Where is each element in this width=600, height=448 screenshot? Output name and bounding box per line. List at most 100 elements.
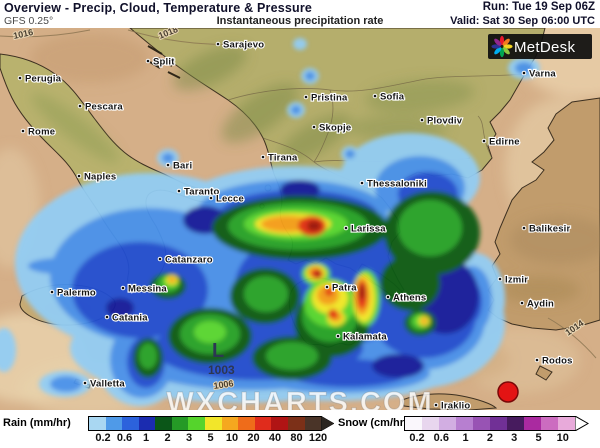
colorbar-cell bbox=[422, 417, 439, 430]
colorbar-cell bbox=[304, 417, 322, 430]
page-title: Overview - Precip, Cloud, Temperature & … bbox=[4, 1, 313, 15]
pinwheel-petal bbox=[494, 38, 502, 46]
scale-tick-value: 120 bbox=[308, 432, 328, 444]
city-marker-naples: Naples bbox=[76, 170, 117, 184]
colorbar-cell bbox=[155, 417, 172, 430]
city-dot bbox=[372, 93, 378, 99]
land-turkey bbox=[487, 97, 600, 331]
city-dot bbox=[335, 333, 341, 339]
snow-colorbar-arrow-icon bbox=[575, 416, 589, 431]
city-marker-varna: Varna bbox=[521, 67, 557, 81]
city-dot bbox=[104, 314, 110, 320]
city-label: Lecce bbox=[216, 194, 244, 205]
colorbar-cell bbox=[188, 417, 206, 430]
run-timestamp: Run: Tue 19 Sep 06Z bbox=[482, 1, 595, 13]
city-label: Athens bbox=[393, 293, 426, 304]
city-label: Thessaloniki bbox=[367, 179, 427, 190]
scale-tick-value: 10 bbox=[556, 432, 569, 444]
watermark: WXCHARTS.COM bbox=[166, 387, 433, 410]
colorbar-cell bbox=[171, 417, 189, 430]
city-marker-rodos: Rodos bbox=[534, 354, 573, 368]
city-dot bbox=[17, 75, 23, 81]
city-label: Varna bbox=[529, 69, 556, 80]
scale-tick-value: 0.6 bbox=[116, 432, 133, 444]
pinwheel-petal bbox=[499, 35, 505, 46]
rain-scale-values: 0.2 0.6 1 2 3 5 10 20 40 80 120 bbox=[88, 432, 328, 446]
city-dot bbox=[324, 284, 330, 290]
isobar-value-label: 1006 bbox=[213, 378, 234, 391]
city-label: Split bbox=[153, 57, 175, 68]
city-marker-patra: Patra bbox=[324, 281, 358, 295]
colorbar-cell bbox=[89, 417, 106, 430]
colorbar-cell bbox=[558, 417, 575, 430]
land-crete bbox=[401, 393, 498, 411]
city-dot bbox=[311, 124, 317, 130]
city-marker-aydin: Aydin bbox=[519, 297, 555, 311]
city-marker-thessaloniki: Thessaloniki bbox=[359, 177, 428, 191]
city-dot bbox=[481, 138, 487, 144]
city-label: Catania bbox=[112, 313, 148, 324]
city-label: Kalamata bbox=[343, 332, 387, 343]
scale-tick-value: 10 bbox=[225, 432, 239, 444]
metdesk-logo: MetDesk bbox=[488, 34, 592, 59]
city-marker-plovdiv: Plovdiv bbox=[419, 114, 464, 128]
city-marker-perugia: Perugia bbox=[17, 72, 63, 86]
colorbar-cell bbox=[205, 417, 222, 430]
pinwheel-petal bbox=[491, 44, 501, 49]
city-marker-sarajevo: Sarajevo bbox=[215, 38, 265, 52]
city-label: Rome bbox=[28, 127, 55, 138]
storm-position-dot bbox=[497, 381, 519, 403]
colorbar-cell bbox=[254, 417, 272, 430]
colorbar-cell bbox=[138, 417, 156, 430]
city-marker-sofia: Sofia bbox=[372, 90, 406, 104]
city-marker-athens: Athens bbox=[385, 291, 427, 305]
city-marker-palermo: Palermo bbox=[49, 286, 97, 300]
scale-tick-value: 2 bbox=[164, 432, 171, 444]
city-dot bbox=[120, 285, 126, 291]
model-label: GFS 0.25° bbox=[4, 15, 54, 27]
city-label: Valletta bbox=[90, 379, 125, 390]
city-dot bbox=[343, 225, 349, 231]
city-marker-lecce: Lecce bbox=[208, 192, 245, 206]
city-marker-taranto: Taranto bbox=[176, 185, 220, 199]
city-dot bbox=[385, 294, 391, 300]
metdesk-logo-text: MetDesk bbox=[514, 39, 575, 56]
legend: Rain (mm/hr) 0.2 0.6 1 2 3 5 10 20 40 80 120 Snow … bbox=[0, 410, 600, 448]
map-area: 1016 1018 1014 1006 L 1003 Perugia Pescara Rom… bbox=[0, 8, 600, 420]
city-label: Larissa bbox=[351, 224, 386, 235]
city-marker-edirne: Edirne bbox=[481, 135, 521, 149]
terrain-shading-layer bbox=[31, 45, 600, 317]
scale-tick-value: 1 bbox=[462, 432, 469, 444]
city-dot bbox=[145, 58, 151, 64]
city-marker-split: Split bbox=[145, 55, 176, 69]
city-dot bbox=[20, 128, 26, 134]
city-dot bbox=[260, 154, 266, 160]
city-label: Palermo bbox=[57, 288, 96, 299]
city-dot bbox=[157, 256, 163, 262]
colorbar-cell bbox=[524, 417, 541, 430]
city-label: Patra bbox=[332, 283, 357, 294]
city-label: Edirne bbox=[489, 137, 520, 148]
scale-tick-value: 0.2 bbox=[409, 432, 425, 444]
rain-colorbar bbox=[88, 416, 322, 431]
colorbar-cell bbox=[473, 417, 490, 430]
scale-tick-value: 40 bbox=[268, 432, 282, 444]
city-marker-pristina: Pristina bbox=[303, 91, 349, 105]
colorbar-cell bbox=[439, 417, 456, 430]
city-label: Skopje bbox=[319, 123, 351, 134]
city-dot bbox=[208, 195, 214, 201]
city-marker-skopje: Skopje bbox=[311, 121, 352, 135]
scale-tick-value: 0.6 bbox=[433, 432, 449, 444]
colorbar-cell bbox=[105, 417, 123, 430]
colorbar-cell bbox=[287, 417, 305, 430]
city-label: Catanzaro bbox=[165, 255, 213, 266]
snow-legend-label: Snow (cm/hr) bbox=[338, 417, 408, 429]
land-rhodes bbox=[535, 365, 553, 381]
pinwheel-petal bbox=[502, 47, 510, 55]
pinwheel-petal bbox=[499, 47, 505, 58]
city-label: Plovdiv bbox=[427, 116, 463, 127]
city-dot bbox=[519, 300, 525, 306]
